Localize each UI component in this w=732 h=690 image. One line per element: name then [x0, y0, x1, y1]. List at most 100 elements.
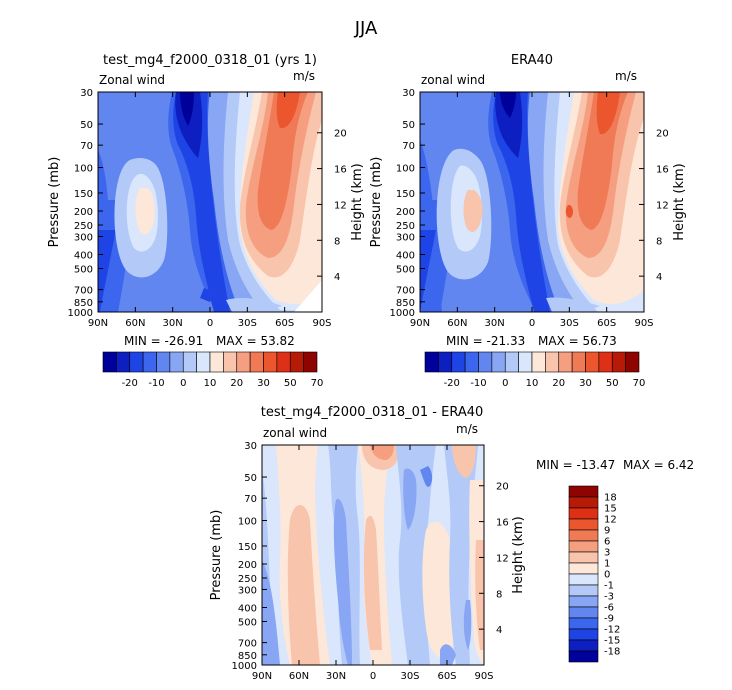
- y-tick-label: 100: [74, 164, 93, 175]
- x-tick-label: 0: [529, 318, 535, 329]
- height-tick-label: 4: [656, 272, 662, 283]
- colorbar-swatch: [568, 562, 599, 575]
- y-tick-label: 50: [244, 473, 257, 484]
- colorbar-swatch: [236, 351, 251, 373]
- colorbar-label: 50: [606, 378, 619, 389]
- colorbar-swatch: [571, 351, 586, 373]
- y-tick-label: 250: [238, 574, 257, 585]
- colorbar-label: -9: [604, 614, 614, 625]
- colorbar-swatch: [249, 351, 264, 373]
- y-tick-label: 500: [74, 265, 93, 276]
- y-tick-label: 70: [402, 141, 415, 152]
- x-tick-label: 60N: [289, 671, 309, 682]
- panel-diff-ylabel-right: Height (km): [511, 516, 526, 593]
- panel-obs-min-label: MIN = -21.33: [446, 334, 525, 348]
- colorbar-label: 15: [604, 504, 617, 515]
- colorbar-label: -6: [604, 603, 614, 614]
- y-tick-label: 700: [396, 286, 415, 297]
- colorbar-swatch: [598, 351, 613, 373]
- x-tick-label: 60N: [447, 318, 467, 329]
- colorbar-swatch: [196, 351, 211, 373]
- colorbar-swatch: [289, 351, 304, 373]
- colorbar-swatch: [102, 351, 117, 373]
- colorbar-swatch: [545, 351, 560, 373]
- y-tick-label: 300: [396, 232, 415, 243]
- height-tick-label: 12: [496, 553, 509, 564]
- y-tick-label: 500: [238, 618, 257, 629]
- colorbar-label: 0: [180, 378, 186, 389]
- colorbar-swatch: [263, 351, 278, 373]
- panel-obs-colorbar: -20 -10 0 10 20 30 50 70: [424, 351, 646, 389]
- panel-diff-title: test_mg4_f2000_0318_01 - ERA40: [261, 405, 484, 420]
- colorbar-swatch: [424, 351, 439, 373]
- panel-diff-contours: [262, 445, 484, 665]
- colorbar-label: 0: [604, 570, 610, 581]
- colorbar-swatch: [568, 485, 599, 498]
- colorbar-label: 18: [604, 493, 617, 504]
- y-tick-label: 300: [74, 232, 93, 243]
- y-tick-label: 100: [396, 164, 415, 175]
- x-tick-label: 0: [207, 318, 213, 329]
- height-tick-label: 12: [334, 200, 347, 211]
- colorbar-swatch: [568, 551, 599, 564]
- colorbar-swatch: [568, 518, 599, 531]
- panel-obs-units-label: m/s: [615, 69, 637, 83]
- panel-obs-field-label: zonal wind: [421, 73, 485, 87]
- colorbar-label: 20: [552, 378, 565, 389]
- colorbar-swatch: [568, 650, 599, 663]
- x-tick-label: 90S: [474, 671, 493, 682]
- height-tick-label: 16: [656, 165, 669, 176]
- colorbar-label: 10: [526, 378, 539, 389]
- panel-obs-max-label: MAX = 56.73: [538, 334, 617, 348]
- panel-model-axes: 90N 60N 30N 0 30S 60S 90S 30 50 70 100 150 200 250300…: [68, 88, 347, 329]
- y-tick-label: 150: [74, 189, 93, 200]
- colorbar-swatch: [129, 351, 144, 373]
- panel-model-contours: [98, 92, 322, 312]
- colorbar-label: 9: [604, 526, 610, 537]
- height-tick-label: 16: [334, 165, 347, 176]
- height-tick-label: 20: [656, 129, 669, 140]
- colorbar-label: -10: [470, 378, 486, 389]
- colorbar-swatch: [585, 351, 600, 373]
- height-tick-label: 4: [496, 625, 502, 636]
- colorbar-label: 10: [204, 378, 217, 389]
- colorbar-swatch: [303, 351, 318, 373]
- y-tick-label: 70: [80, 141, 93, 152]
- x-tick-label: 30N: [163, 318, 183, 329]
- panel-model-field-label: Zonal wind: [99, 73, 165, 87]
- panel-obs-ylabel: Pressure (mb): [369, 157, 384, 248]
- colorbar-swatch: [491, 351, 506, 373]
- colorbar-swatch: [568, 540, 599, 553]
- x-tick-label: 30N: [326, 671, 346, 682]
- x-tick-label: 60S: [275, 318, 294, 329]
- y-tick-label: 850: [74, 298, 93, 309]
- panel-diff-field-label: zonal wind: [263, 426, 327, 440]
- colorbar-label: 0: [502, 378, 508, 389]
- colorbar-swatch: [568, 496, 599, 509]
- y-tick-label: 250: [74, 221, 93, 232]
- colorbar-label: 70: [633, 378, 646, 389]
- panel-obs-title: ERA40: [511, 53, 553, 68]
- x-tick-label: 30S: [238, 318, 257, 329]
- colorbar-label: 30: [579, 378, 592, 389]
- y-tick-label: 200: [74, 207, 93, 218]
- colorbar-swatch: [169, 351, 184, 373]
- panel-obs-contours: [420, 92, 644, 312]
- colorbar-label: -3: [604, 592, 614, 603]
- y-tick-label: 150: [396, 189, 415, 200]
- y-tick-label: 30: [80, 88, 93, 99]
- colorbar-swatch: [142, 351, 157, 373]
- y-tick-label: 1000: [68, 308, 93, 319]
- colorbar-swatch: [568, 606, 599, 619]
- colorbar-label: -15: [604, 636, 620, 647]
- colorbar-swatch: [451, 351, 466, 373]
- colorbar-swatch: [478, 351, 493, 373]
- height-tick-label: 8: [656, 236, 662, 247]
- panel-model-ylabel-right: Height (km): [350, 163, 365, 240]
- panel-model-max-label: MAX = 53.82: [216, 334, 295, 348]
- colorbar-label: -1: [604, 581, 614, 592]
- colorbar-label: -20: [122, 378, 138, 389]
- colorbar-swatch: [504, 351, 519, 373]
- colorbar-label: -12: [604, 625, 620, 636]
